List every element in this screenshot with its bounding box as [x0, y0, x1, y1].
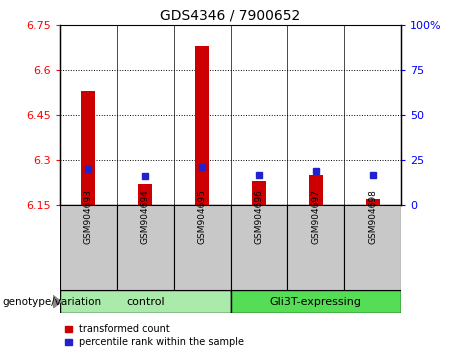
Text: GSM904697: GSM904697 [311, 189, 320, 244]
Text: genotype/variation: genotype/variation [2, 297, 101, 307]
Bar [60, 205, 117, 290]
Text: GSM904696: GSM904696 [254, 189, 263, 244]
Bar [60, 290, 230, 313]
Title: GDS4346 / 7900652: GDS4346 / 7900652 [160, 8, 301, 22]
Text: GSM904695: GSM904695 [198, 189, 207, 244]
Bar [287, 205, 344, 290]
Text: GSM904694: GSM904694 [141, 189, 150, 244]
Polygon shape [53, 295, 61, 308]
Bar [309, 175, 323, 205]
Bar [230, 290, 401, 313]
Legend: transformed count, percentile rank within the sample: transformed count, percentile rank withi… [65, 325, 244, 347]
Bar [230, 205, 287, 290]
Bar [366, 199, 380, 205]
Bar [344, 205, 401, 290]
Text: GSM904693: GSM904693 [84, 189, 93, 244]
Text: Gli3T-expressing: Gli3T-expressing [270, 297, 362, 307]
Bar [138, 184, 152, 205]
Bar [81, 91, 95, 205]
Text: GSM904698: GSM904698 [368, 189, 377, 244]
Bar [252, 181, 266, 205]
Text: control: control [126, 297, 165, 307]
Bar [174, 205, 230, 290]
Bar [195, 46, 209, 205]
Bar [117, 205, 174, 290]
